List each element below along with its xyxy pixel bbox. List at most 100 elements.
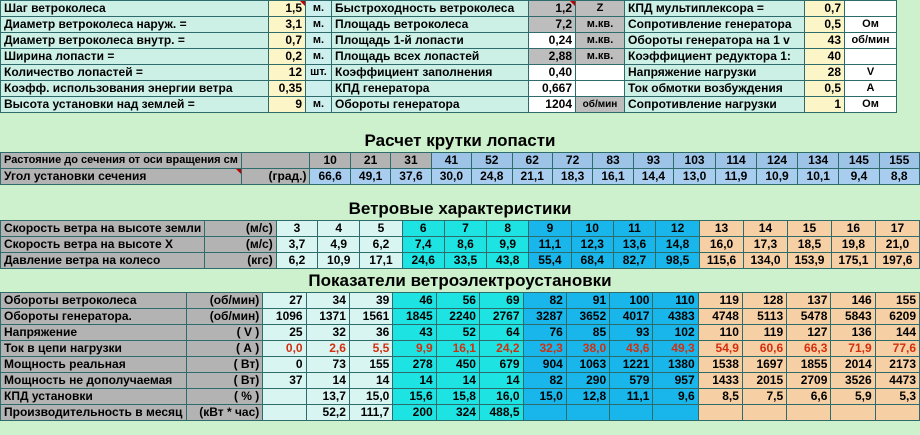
param-label-left: Коэфф. использования энергии ветра	[0, 80, 269, 97]
performance-cell	[830, 404, 876, 421]
twist-row-unit: (град.)	[240, 168, 311, 185]
param-value-right[interactable]: 43	[804, 32, 845, 49]
param-value-mid: 2,88	[528, 48, 576, 65]
performance-cell: 111,7	[348, 404, 394, 421]
param-label-right: Напряжение нагрузки	[624, 64, 805, 81]
performance-cell: 137	[786, 292, 832, 309]
wind-cell: 134,0	[743, 252, 788, 269]
twist-row-angle: Угол установки сечения (град.) 66,6 49,1…	[0, 168, 920, 185]
param-value-right[interactable]: 0,5	[804, 16, 845, 33]
wind-row-ground-speed: Скорость ветра на высоте земли (м/с) 3 4…	[0, 220, 920, 237]
wind-cell: 10,9	[317, 252, 361, 269]
performance-cell: 52,2	[305, 404, 350, 421]
performance-row: Напряжение( V ) 25 32 36 43 52 64 76 85 93 102 110 1…	[0, 324, 920, 341]
param-unit-right: Ом	[844, 16, 897, 33]
twist-cell: 114	[715, 152, 757, 169]
twist-cell: 10,9	[755, 168, 799, 185]
wind-cell: 9,9	[486, 236, 530, 253]
performance-cell: 450	[435, 356, 480, 373]
twist-row-label: Угол установки сечения	[0, 168, 242, 185]
performance-cell: 2014	[830, 356, 876, 373]
performance-cell: 2240	[435, 308, 480, 325]
twist-cell: 18,3	[551, 168, 594, 185]
wind-rows: Ветровые характеристики Скорость ветра н…	[0, 198, 920, 269]
performance-cell: 1096	[262, 308, 307, 325]
param-value-left[interactable]: 0,35	[268, 80, 306, 97]
param-value-mid: 0,24	[528, 32, 576, 49]
param-label-mid: Коэффициент заполнения	[331, 64, 529, 81]
wind-cell: 115,6	[699, 252, 744, 269]
performance-cell: 679	[478, 356, 524, 373]
param-value-right[interactable]: 0,7	[804, 0, 845, 17]
performance-cell: 9,6	[652, 388, 699, 405]
performance-cell: 5,9	[830, 388, 876, 405]
param-value-right[interactable]: 0,5	[804, 80, 845, 97]
performance-cell: 64	[478, 324, 524, 341]
wind-cell: 8	[486, 220, 530, 237]
twist-cell: 134	[797, 152, 840, 169]
param-value-right[interactable]: 40	[804, 48, 845, 65]
performance-cell: 43,6	[609, 340, 654, 357]
performance-cell: 119	[697, 292, 743, 309]
performance-cell: 16,1	[435, 340, 480, 357]
twist-cell: 24,8	[471, 168, 513, 185]
wind-cell: 19,8	[830, 236, 876, 253]
performance-cell: 69	[478, 292, 524, 309]
performance-cell	[652, 404, 699, 421]
performance-block: Показатели ветроэлектроустановки Обороты…	[0, 270, 920, 421]
performance-cell: 54,9	[697, 340, 743, 357]
param-value-mid: 1,2	[528, 0, 576, 17]
blade-twist-rows: Расчет крутки лопасти Растояние до сечен…	[0, 130, 920, 185]
performance-cell: 73	[305, 356, 350, 373]
param-value-right[interactable]: 28	[804, 64, 845, 81]
performance-row-label: Обороты генератора.	[0, 308, 187, 325]
param-value-left[interactable]: 3,1	[268, 16, 306, 33]
performance-cell: 16,0	[478, 388, 524, 405]
performance-row-label: Ток в цепи нагрузки	[0, 340, 187, 357]
performance-cell: 43	[392, 324, 437, 341]
wind-cell: 3	[275, 220, 319, 237]
twist-cell: 49,1	[349, 168, 392, 185]
param-unit-right: Ом	[844, 96, 897, 113]
wind-title: Ветровые характеристики	[0, 198, 920, 221]
param-row: Шаг ветроколеса 1,5 м. Быстроходность ве…	[0, 0, 897, 17]
param-value-left[interactable]: 1,5	[268, 0, 306, 17]
performance-cell: 2,6	[305, 340, 350, 357]
twist-cell: 52	[471, 152, 513, 169]
param-label-left: Диаметр ветроколеса внутр. =	[0, 32, 269, 49]
performance-rows: Показатели ветроэлектроустановки Обороты…	[0, 270, 920, 421]
performance-cell: 71,9	[830, 340, 876, 357]
param-value-left[interactable]: 12	[268, 64, 306, 81]
param-unit-mid	[575, 80, 625, 97]
performance-cell: 77,6	[874, 340, 920, 357]
performance-cell	[262, 404, 307, 421]
twist-row-distance: Растояние до сечения от оси вращения см …	[0, 152, 920, 169]
param-label-mid: Площадь ветроколеса	[331, 16, 529, 33]
wind-row-label: Скорость ветра на высоте Х	[0, 236, 206, 253]
performance-cell: 5,5	[348, 340, 394, 357]
wind-characteristics-block: Ветровые характеристики Скорость ветра н…	[0, 198, 920, 269]
twist-cell: 9,4	[838, 168, 880, 185]
performance-cell: 66,3	[786, 340, 832, 357]
param-value-right[interactable]: 1	[804, 96, 845, 113]
twist-cell: 103	[673, 152, 717, 169]
performance-cell: 110	[697, 324, 743, 341]
param-label-left: Шаг ветроколеса	[0, 0, 269, 17]
performance-cell: 4748	[697, 308, 743, 325]
performance-cell: 957	[652, 372, 699, 389]
performance-cell: 127	[786, 324, 832, 341]
section-title-row: Расчет крутки лопасти	[0, 130, 920, 153]
param-value-left[interactable]: 9	[268, 96, 306, 113]
performance-cell: 5478	[786, 308, 832, 325]
param-value-left[interactable]: 0,7	[268, 32, 306, 49]
performance-row: Мощность реальная( Вт) 0 73 155 278 450 679 904…	[0, 356, 920, 373]
performance-cell	[262, 388, 307, 405]
param-value-left[interactable]: 0,2	[268, 48, 306, 65]
param-unit-left: м.	[305, 0, 332, 17]
performance-cell: 6,6	[786, 388, 832, 405]
performance-row: Производительность в месяц (кВт * час) 52,…	[0, 404, 920, 421]
performance-cell: 4473	[874, 372, 920, 389]
performance-row-label: Производительность в месяц	[0, 404, 187, 421]
param-row: Диаметр ветроколеса наруж. = 3,1 м. Площ…	[0, 16, 897, 33]
